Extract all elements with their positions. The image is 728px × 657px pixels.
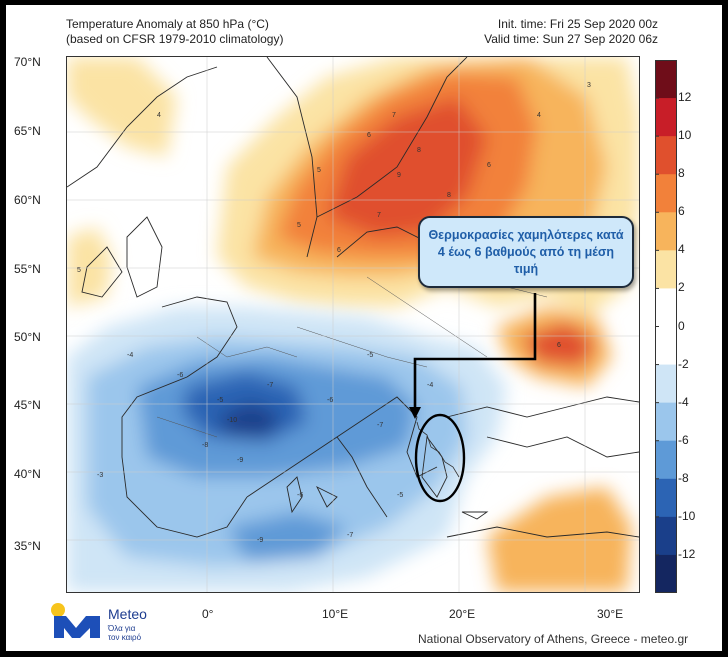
lon-label: 20°E — [449, 607, 476, 621]
cold-label: -9 — [237, 457, 243, 464]
colorbar-swatch — [655, 250, 677, 289]
colorbar-swatch — [655, 212, 677, 251]
callout-arrow-head — [409, 407, 421, 419]
cold-label: -4 — [127, 352, 133, 359]
colorbar — [655, 60, 677, 593]
colorbar-swatch — [655, 60, 677, 99]
cold-label: -10 — [227, 417, 237, 424]
colorbar-label: 2 — [678, 280, 685, 295]
colorbar-label: -6 — [678, 432, 689, 447]
colorbar-label: -12 — [678, 546, 696, 561]
warm-label: 6 — [337, 247, 341, 254]
colorbar-swatch — [655, 440, 677, 480]
warm-label: 6 — [487, 162, 491, 169]
lon-label: 10°E — [322, 607, 349, 621]
colorbar-swatch — [655, 98, 677, 137]
cold-label: -7 — [347, 532, 353, 539]
warm-label: 4 — [157, 112, 161, 119]
forecast-times: Init. time: Fri 25 Sep 2020 00z Valid ti… — [484, 17, 658, 47]
graticule — [67, 57, 639, 592]
colorbar-swatch — [655, 288, 677, 327]
lat-label: 70°N — [14, 55, 41, 69]
anomaly-map: 6 7 8 9 5 8 6 4 3 4 5 6 7 5 6 5 -5 -6 -7… — [66, 56, 640, 593]
cold-label: -6 — [297, 492, 303, 499]
anomaly-field: 6 7 8 9 5 8 6 4 3 4 5 6 7 5 6 5 -5 -6 -7… — [67, 57, 639, 592]
colorbar-label: 10 — [678, 128, 692, 143]
contour-labels: 6 7 8 9 5 8 6 4 3 4 5 6 7 5 6 5 -5 -6 -7… — [77, 82, 591, 544]
warm-label: 9 — [397, 172, 401, 179]
cold-label: -7 — [377, 422, 383, 429]
lat-label: 45°N — [14, 398, 41, 412]
colorbar-label: -8 — [678, 470, 689, 485]
lat-label: 35°N — [14, 539, 41, 553]
callout-arrow-line — [413, 293, 537, 409]
warm-label: 7 — [392, 112, 396, 119]
colorbar-swatch — [655, 174, 677, 213]
meteo-logo-icon — [51, 603, 100, 638]
title-line-1: Temperature Anomaly at 850 hPa (°C) — [66, 17, 269, 31]
cold-label: -9 — [257, 537, 263, 544]
warm-label: 6 — [557, 342, 561, 349]
colorbar-label: 8 — [678, 166, 685, 181]
cold-label: -5 — [397, 492, 403, 499]
cold-label: -4 — [427, 382, 433, 389]
annotation-callout: Θερμοκρασίες χαμηλότερες κατά 4 έως 6 βα… — [418, 216, 634, 288]
cold-label: -8 — [202, 442, 208, 449]
logo-tagline: Όλα για τον καιρό — [108, 624, 141, 642]
colorbar-label: 12 — [678, 90, 692, 105]
colorbar-label: 0 — [678, 318, 685, 333]
colorbar-label: 4 — [678, 242, 685, 257]
cold-label: -5 — [367, 352, 373, 359]
warm-label: 8 — [417, 147, 421, 154]
lat-label: 50°N — [14, 330, 41, 344]
colorbar-label: 6 — [678, 204, 685, 219]
footer-credit: National Observatory of Athens, Greece -… — [418, 632, 689, 646]
cold-label: -3 — [97, 472, 103, 479]
cold-label: -5 — [217, 397, 223, 404]
warm-label: 6 — [367, 132, 371, 139]
warm-label: 4 — [537, 112, 541, 119]
colorbar-label: -2 — [678, 356, 689, 371]
cold-anomaly-shading — [67, 307, 507, 592]
colorbar-swatch — [655, 326, 677, 366]
borders — [156, 256, 548, 438]
colorbar-swatch — [655, 516, 677, 556]
lat-label: 60°N — [14, 193, 41, 207]
colorbar-swatch — [655, 402, 677, 442]
colorbar-swatch — [655, 478, 677, 518]
lon-label: 0° — [202, 607, 214, 621]
warm-label: 3 — [587, 82, 591, 89]
lat-label: 65°N — [14, 124, 41, 138]
warm-label: 8 — [447, 192, 451, 199]
logo-name: Meteo — [108, 606, 147, 622]
title-line-2: (based on CFSR 1979-2010 climatology) — [66, 32, 284, 46]
valid-time: Valid time: Sun 27 Sep 2020 06z — [484, 32, 658, 46]
greece-highlight-ellipse — [414, 413, 466, 503]
map-title: Temperature Anomaly at 850 hPa (°C) (bas… — [66, 17, 283, 47]
warm-label: 7 — [377, 212, 381, 219]
colorbar-label: -10 — [678, 508, 696, 523]
lat-label: 40°N — [14, 467, 41, 481]
logo-tagline-1: Όλα για — [108, 624, 136, 633]
logo-tagline-2: τον καιρό — [108, 633, 142, 642]
warm-label: 5 — [77, 267, 81, 274]
warm-label: 5 — [317, 167, 321, 174]
cold-label: -7 — [267, 382, 273, 389]
lon-label: 30°E — [597, 607, 624, 621]
colorbar-label: -4 — [678, 394, 689, 409]
callout-text: Θερμοκρασίες χαμηλότερες κατά 4 έως 6 βα… — [428, 227, 624, 276]
warm-label: 5 — [297, 222, 301, 229]
cold-label: -6 — [327, 397, 333, 404]
colorbar-swatch — [655, 364, 677, 404]
cold-label: -6 — [177, 372, 183, 379]
colorbar-swatch — [655, 554, 677, 593]
colorbar-swatch — [655, 136, 677, 175]
init-time: Init. time: Fri 25 Sep 2020 00z — [497, 17, 658, 31]
lat-label: 55°N — [14, 262, 41, 276]
